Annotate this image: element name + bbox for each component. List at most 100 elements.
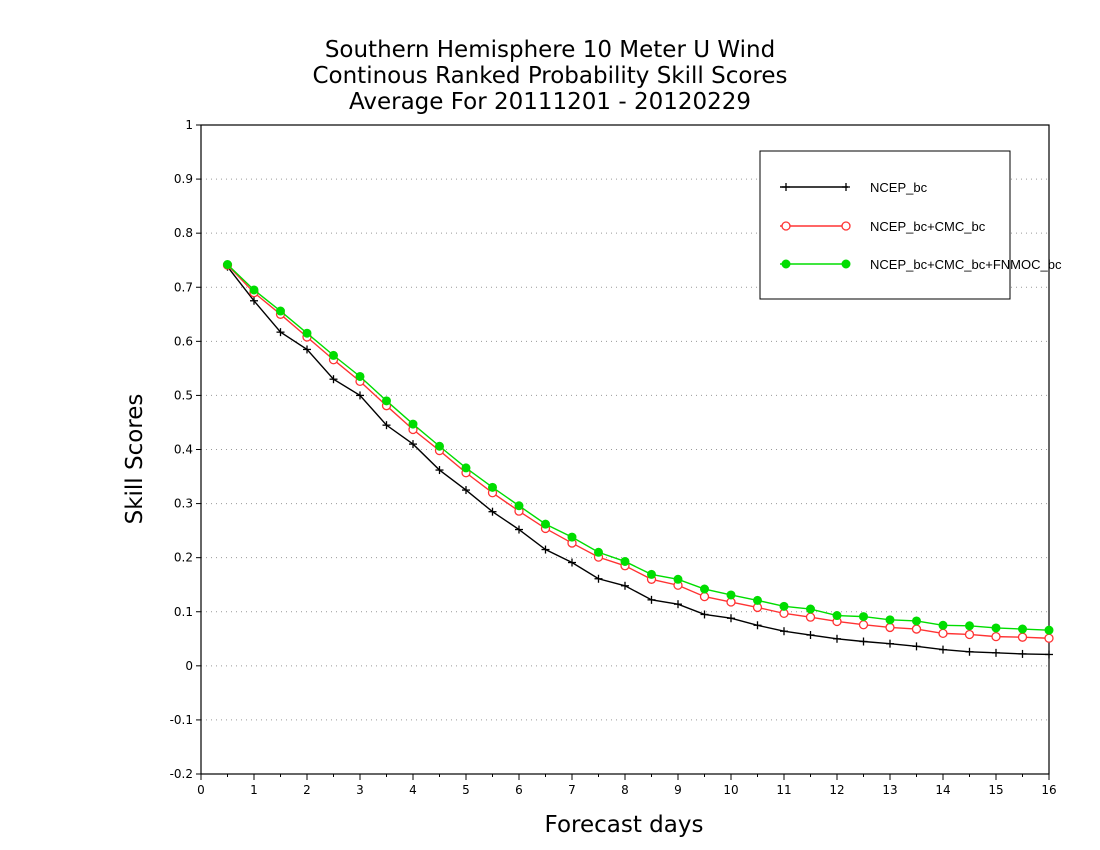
x-tick-label: 12 [829,783,844,797]
x-tick-label: 14 [935,783,950,797]
data-point-open-circle [911,624,922,634]
data-point-plus [727,614,735,623]
data-point-filled-circle [620,556,630,566]
axis-ticks: 10.90.80.70.60.50.40.30.20.10-0.1-0.20 1 2… [170,118,1057,797]
data-point-plus [621,581,629,590]
data-point-plus [594,574,603,583]
x-tick-label: 3 [356,783,364,797]
data-point-filled-circle [435,441,444,451]
data-point-filled-circle [1044,625,1054,635]
data-point-plus [515,525,523,534]
data-point-plus [568,558,576,567]
data-point-plus [276,328,285,337]
data-point-filled-circle [382,396,391,406]
data-point-filled-circle [329,350,338,360]
x-tick-label: 7 [568,783,576,797]
y-tick-label: 0.2 [174,551,193,565]
data-point-plus [541,545,550,554]
data-point-plus [303,345,311,354]
x-tick-label: 0 [197,783,205,797]
x-tick-label: 4 [409,783,417,797]
x-tick-label: 9 [674,783,682,797]
data-point-filled-circle [912,616,921,626]
x-tick-label: 1 [250,783,258,797]
data-point-plus [329,375,338,384]
data-point-filled-circle [841,259,851,269]
y-tick-label: 0.9 [174,172,193,186]
data-point-filled-circle [488,482,497,492]
data-point-plus [833,634,841,643]
legend-label: NCEP_bc+CMC_bc [870,219,986,234]
data-point-plus [1018,649,1027,658]
data-point-filled-circle [223,260,232,270]
series-line [227,264,1050,631]
legend: NCEP_bc NCEP_bc+CMC_bc NCEP_bc+CMC_bc+FNMO… [759,150,1062,300]
data-point-plus [382,421,391,430]
data-point-plus [753,621,762,630]
x-tick-label: 2 [303,783,311,797]
data-point-plus [1045,650,1053,659]
series-2 [223,260,1054,635]
data-point-open-circle [885,622,895,633]
data-point-filled-circle [514,501,524,511]
data-point-filled-circle [885,615,895,625]
x-axis-title: Forecast days [545,812,704,838]
data-point-plus [965,647,974,656]
data-point-filled-circle [567,532,577,542]
legend-label: NCEP_bc [870,180,928,195]
data-point-plus [356,391,364,400]
data-point-plus [842,183,850,191]
series-line [226,266,1050,656]
data-point-plus [912,642,921,651]
x-tick-label: 6 [515,783,523,797]
data-point-plus [462,486,470,495]
legend-entry-0: NCEP_bc [780,180,928,195]
data-point-filled-circle [832,611,842,621]
x-tick-label: 11 [776,783,791,797]
data-point-plus [647,595,656,604]
legend-entry-2: NCEP_bc+CMC_bc+FNMOC_bc [780,257,1062,272]
data-point-open-circle [991,631,1001,642]
y-tick-label: 0.5 [174,388,193,402]
y-tick-label: 0.7 [174,280,193,294]
data-point-open-circle [964,629,975,640]
data-point-filled-circle [753,595,762,605]
data-point-plus [488,507,497,516]
legend-label: NCEP_bc+CMC_bc+FNMOC_bc [870,257,1062,272]
data-point-open-circle [858,620,869,630]
y-tick-label: 0.6 [174,334,193,348]
data-point-filled-circle [700,584,709,594]
y-tick-label: 0.3 [174,497,193,511]
y-axis-title: Skill Scores [122,394,148,525]
data-point-filled-circle [355,371,365,381]
data-point-plus [250,296,258,305]
data-point-filled-circle [991,623,1001,633]
data-point-plus [939,645,947,654]
data-point-filled-circle [859,612,868,622]
data-point-filled-circle [781,259,791,269]
data-point-filled-circle [806,604,815,614]
data-point-open-circle [1044,633,1054,643]
x-tick-label: 16 [1041,783,1056,797]
x-tick-label: 15 [988,783,1003,797]
data-point-plus [435,466,444,475]
data-point-plus [859,637,868,646]
series-1 [222,260,1054,643]
y-tick-label: 0 [185,659,193,673]
y-tick-label: -0.2 [170,767,193,781]
data-point-open-circle [781,221,791,231]
series-line [226,264,1050,639]
data-point-plus [780,627,788,636]
y-tick-label: 0.1 [174,605,193,619]
chart-title-line-1: Southern Hemisphere 10 Meter U Wind [324,37,776,63]
data-point-filled-circle [276,306,285,316]
legend-entry-1: NCEP_bc+CMC_bc [780,219,986,234]
data-point-filled-circle [594,547,603,557]
data-point-filled-circle [779,601,789,611]
data-point-filled-circle [965,621,974,631]
x-tick-label: 10 [723,783,738,797]
chart-title-line-2: Continous Ranked Probability Skill Score… [312,63,788,89]
data-point-open-circle [805,612,816,622]
data-point-open-circle [938,628,948,639]
